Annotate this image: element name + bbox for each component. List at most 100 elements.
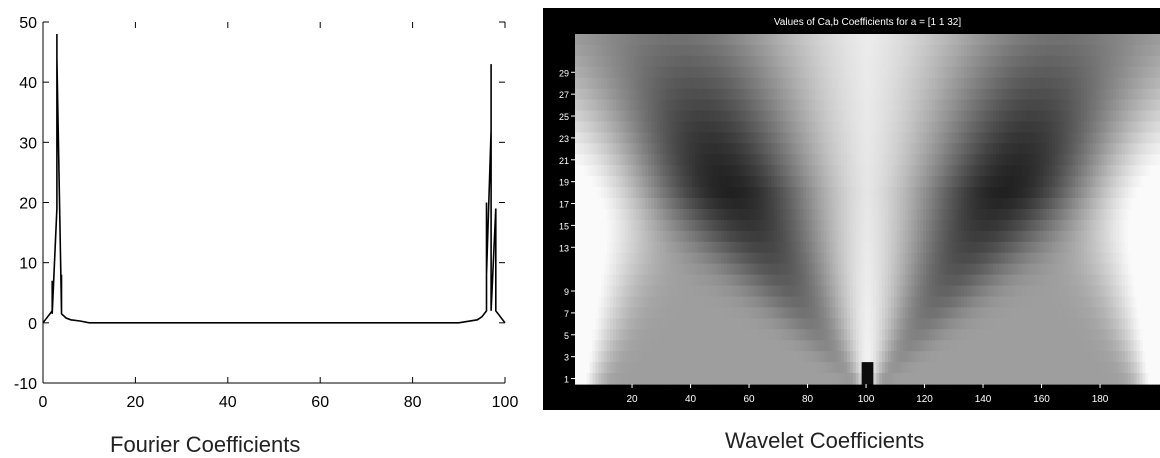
heatmap-cell [826, 88, 831, 101]
heatmap-cell [575, 285, 579, 298]
heatmap-cell [870, 154, 874, 166]
heatmap-cell [803, 143, 807, 155]
heatmap-cell [1133, 165, 1138, 177]
heatmap-cell [975, 274, 980, 287]
heatmap-cell [791, 44, 795, 57]
heatmap-cell [987, 198, 991, 210]
heatmap-cell [765, 121, 769, 134]
heatmap-cell [671, 165, 676, 177]
heatmap-cell [996, 241, 1000, 254]
heatmap-cell [1121, 66, 1126, 79]
heatmap-cell [923, 121, 927, 134]
heatmap-cell [893, 165, 898, 177]
heatmap-cell [782, 187, 787, 199]
heatmap-cell [993, 209, 997, 221]
heatmap-cell [627, 165, 632, 177]
heatmap-cell [709, 88, 714, 101]
heatmap-cell [1081, 143, 1085, 155]
heatmap-cell [867, 66, 872, 79]
heatmap-cell [806, 154, 810, 166]
heatmap-cell [800, 219, 804, 232]
heatmap-cell [1034, 132, 1038, 144]
heatmap-cell [776, 66, 781, 79]
heatmap-cell [659, 176, 664, 188]
heatmap-cell [952, 187, 956, 199]
heatmap-cell [908, 143, 912, 155]
heatmap-cell [899, 296, 904, 309]
heatmap-cell [1057, 230, 1062, 243]
heatmap-cell [1154, 241, 1158, 254]
heatmap-cell [671, 132, 676, 144]
heatmap-cell [1025, 110, 1029, 123]
heatmap-cell [785, 99, 790, 112]
heatmap-cell [847, 285, 851, 298]
heatmap-cell [1043, 219, 1047, 232]
heatmap-cell [1130, 154, 1135, 166]
heatmap-cell [993, 230, 997, 243]
heatmap-cell [753, 296, 757, 309]
heatmap-cell [747, 154, 752, 166]
heatmap-cell [890, 296, 895, 309]
heatmap-cell [1157, 154, 1160, 166]
heatmap-cell [671, 263, 676, 276]
heatmap-cell [1004, 34, 1009, 46]
heatmap-cell [908, 209, 912, 221]
heatmap-cell [680, 132, 684, 144]
heatmap-cell [1092, 66, 1097, 79]
heatmap-cell [1157, 34, 1160, 46]
heatmap-cell [1019, 176, 1024, 188]
heatmap-cell [615, 187, 620, 199]
heatmap-cell [627, 252, 632, 265]
heatmap-cell [902, 66, 907, 79]
heatmap-cell [776, 176, 781, 188]
heatmap-cell [797, 219, 801, 232]
heatmap-cell [844, 110, 848, 123]
heatmap-cell [706, 55, 711, 68]
heatmap-cell [999, 198, 1003, 210]
heatmap-cell [1054, 165, 1059, 177]
heatmap-cell [943, 219, 948, 232]
heatmap-cell [914, 99, 918, 112]
heatmap-cell [1121, 187, 1126, 199]
heatmap-cell [671, 241, 676, 254]
heatmap-cell [864, 219, 869, 232]
heatmap-cell [639, 44, 643, 57]
heatmap-cell [1019, 274, 1024, 287]
heatmap-cell [1075, 66, 1079, 79]
heatmap-cell [1121, 165, 1126, 177]
heatmap-cell [855, 252, 860, 265]
heatmap-cell [852, 154, 857, 166]
heatmap-cell [844, 34, 848, 46]
heatmap-cell [577, 44, 582, 57]
heatmap-cell [718, 198, 722, 210]
heatmap-cell [575, 132, 579, 144]
heatmap-cell [1154, 143, 1158, 155]
heatmap-cell [876, 110, 880, 123]
heatmap-cell [990, 230, 994, 243]
heatmap-cell [1107, 110, 1111, 123]
heatmap-cell [1154, 121, 1158, 134]
heatmap-cell [788, 176, 793, 188]
heatmap-cell [662, 165, 667, 177]
heatmap-cell [610, 296, 614, 309]
heatmap-cell [902, 285, 907, 298]
heatmap-cell [811, 187, 816, 199]
heatmap-cell [662, 88, 667, 101]
heatmap-cell [1121, 263, 1126, 276]
heatmap-cell [975, 230, 980, 243]
heatmap-cell [794, 176, 798, 188]
heatmap-cell [905, 88, 910, 101]
heatmap-cell [1060, 198, 1065, 210]
heatmap-cell [662, 296, 667, 309]
heatmap-cell [1031, 121, 1035, 134]
heatmap-cell [642, 176, 646, 188]
heatmap-cell [1007, 176, 1012, 188]
heatmap-cell [844, 121, 848, 134]
heatmap-cell [575, 77, 579, 90]
heatmap-cell [1098, 165, 1103, 177]
heatmap-cell [928, 154, 933, 166]
heatmap-cell [618, 274, 623, 287]
heatmap-cell [735, 285, 740, 298]
heatmap-cell [762, 34, 766, 46]
heatmap-cell [917, 99, 921, 112]
